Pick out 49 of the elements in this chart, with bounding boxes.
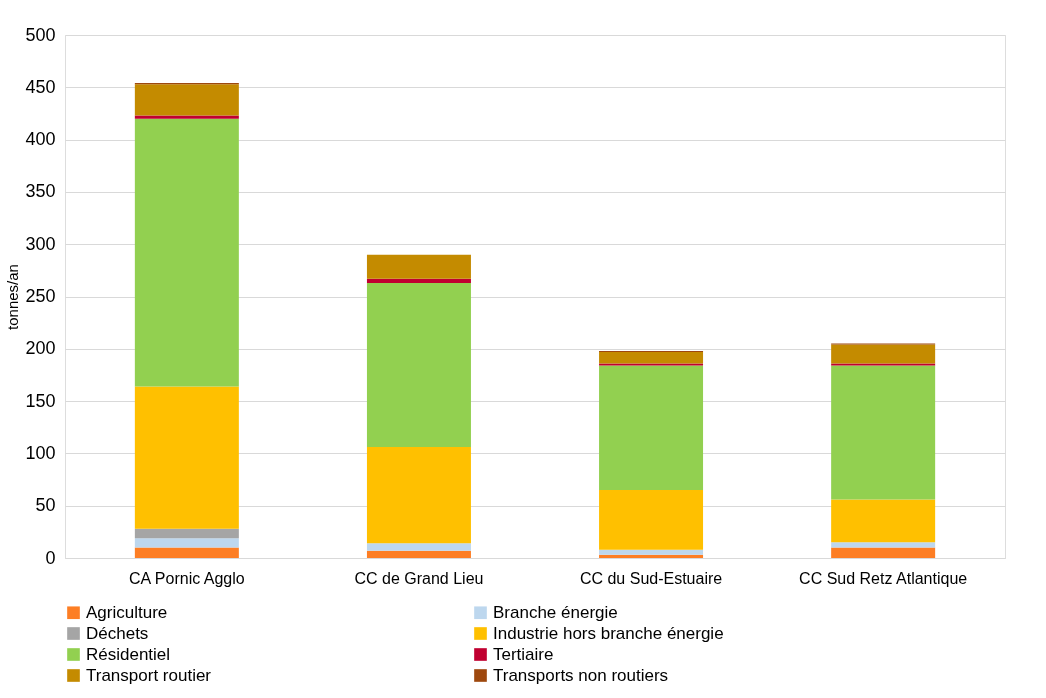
bar xyxy=(831,499,936,543)
bar xyxy=(831,363,936,366)
y-tick-label: 500 xyxy=(25,24,56,45)
x-tick-label: CC Sud Retz Atlantique xyxy=(799,569,968,587)
bar xyxy=(599,365,704,491)
x-tick-label: CA Pornic Agglo xyxy=(129,569,245,587)
y-tick-label: 450 xyxy=(25,76,56,97)
x-tick-label: CC du Sud-Estuaire xyxy=(579,569,723,587)
bar xyxy=(134,118,239,387)
x-tick-label: CC de Grand Lieu xyxy=(354,569,484,587)
y-tick-label: 150 xyxy=(25,390,56,411)
y-tick-label: 50 xyxy=(35,495,56,516)
bar xyxy=(599,490,704,550)
y-tick-label: 300 xyxy=(25,233,56,254)
bar xyxy=(831,542,936,548)
legend-label: Tertiaire xyxy=(493,644,554,664)
legend-label: Branche énergie xyxy=(493,602,618,622)
bar xyxy=(134,84,239,116)
bar xyxy=(366,550,471,558)
y-tick-label: 400 xyxy=(25,129,56,150)
legend-label: Industrie hors branche énergie xyxy=(493,623,724,643)
y-tick-label: 0 xyxy=(45,547,56,568)
y-tick-label: 200 xyxy=(25,338,56,359)
bar xyxy=(831,365,936,500)
bar xyxy=(599,351,704,364)
y-tick-label: 350 xyxy=(25,181,56,202)
bar xyxy=(366,282,471,448)
bar xyxy=(599,363,704,366)
y-tick-label: 100 xyxy=(25,442,56,463)
bar xyxy=(134,547,239,558)
bar xyxy=(134,538,239,548)
legend-label: Déchets xyxy=(86,623,149,643)
y-tick-label: 250 xyxy=(25,286,56,306)
bar xyxy=(134,386,239,529)
bar xyxy=(599,554,704,558)
bar xyxy=(134,528,239,539)
y-axis-title: tonnes/an xyxy=(4,264,22,330)
bar xyxy=(134,115,239,119)
legend-label: Résidentiel xyxy=(86,644,171,664)
legend-label: Transport routier xyxy=(86,665,212,685)
bar xyxy=(599,549,704,555)
legend-label: Transports non routiers xyxy=(493,665,669,685)
bar xyxy=(366,278,471,283)
legend-label: Agriculture xyxy=(86,602,168,622)
bar xyxy=(366,543,471,551)
bar xyxy=(366,254,471,279)
bar xyxy=(831,344,936,364)
bar xyxy=(366,447,471,544)
bar xyxy=(831,547,936,558)
